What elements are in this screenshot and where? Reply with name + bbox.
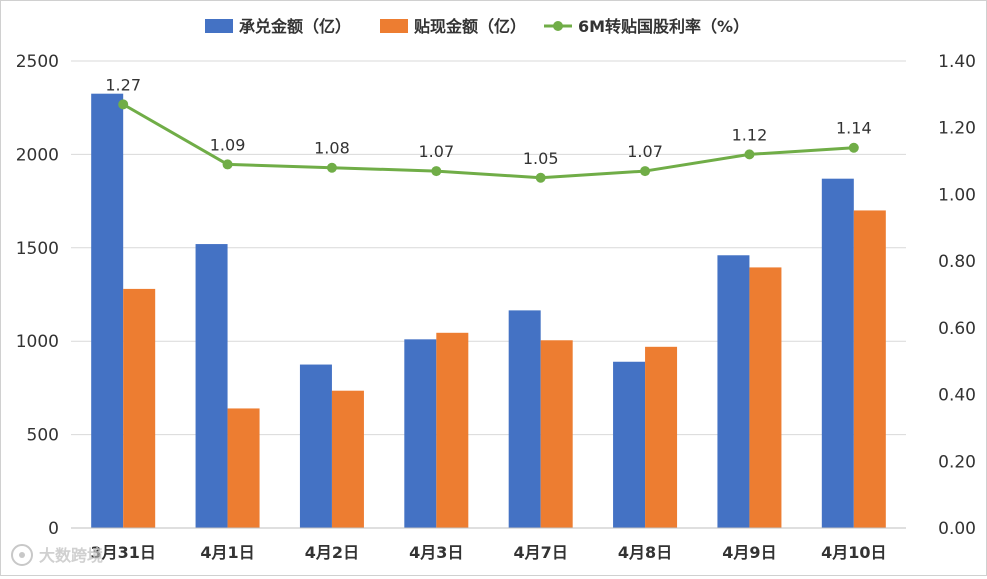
- rate-point: [640, 166, 651, 177]
- rate-data-label: 1.12: [732, 125, 768, 144]
- bar-acceptance: [821, 178, 854, 528]
- y-right-tick-label: 1.20: [938, 119, 976, 139]
- y-right-tick-label: 0.40: [938, 386, 976, 406]
- legend-label: 贴现金额（亿）: [414, 17, 526, 36]
- rate-data-label: 1.09: [210, 135, 246, 154]
- rate-line: 1.27 1.09 1.08 1.07 1.05 1.07 1.12 1.14: [105, 75, 872, 183]
- bar-acceptance: [299, 364, 332, 528]
- bars: [91, 93, 886, 528]
- y-right-tick-label: 0.60: [938, 319, 976, 339]
- y-right-tick-label: 0.20: [938, 452, 976, 472]
- x-tick-label: 4月10日: [821, 543, 886, 562]
- bar-discount: [540, 340, 573, 528]
- rate-line-path: [122, 103, 854, 180]
- legend-swatch: [380, 19, 408, 33]
- bar-discount: [853, 210, 886, 528]
- y-right-tick-label: 1.00: [938, 185, 976, 205]
- bar-discount: [436, 332, 469, 528]
- bar-discount: [331, 390, 364, 528]
- rate-data-label: 1.05: [523, 149, 559, 168]
- x-tick-label: 4月8日: [618, 543, 672, 562]
- rate-point: [848, 142, 859, 153]
- y-right-tick-label: 0.80: [938, 252, 976, 272]
- rate-data-label: 1.14: [836, 119, 872, 138]
- bar-discount: [749, 267, 782, 528]
- rate-data-label: 1.08: [314, 139, 350, 158]
- legend-label: 承兑金额（亿）: [239, 17, 351, 36]
- x-tick-label: 4月9日: [722, 543, 776, 562]
- y-right-tick-label: 0.00: [938, 519, 976, 539]
- watermark-logo-icon: [11, 544, 33, 566]
- bar-acceptance: [717, 255, 750, 528]
- watermark-text: 大数跨境: [39, 546, 103, 565]
- legend-swatch-marker: [553, 21, 563, 31]
- y-right-tick-label: 1.40: [938, 52, 976, 72]
- bar-acceptance: [91, 93, 124, 528]
- bar-acceptance: [195, 244, 228, 528]
- legend-label: 6M转贴国股利率（%）: [578, 17, 749, 36]
- y-left-tick-label: 1000: [16, 332, 59, 352]
- watermark-logo-dot: [19, 552, 25, 558]
- x-tick-label: 4月7日: [514, 543, 568, 562]
- legend: 承兑金额（亿） 贴现金额（亿） 6M转贴国股利率（%）: [205, 17, 749, 36]
- rate-point: [744, 149, 755, 160]
- bar-discount: [123, 288, 156, 528]
- rate-point: [431, 166, 442, 177]
- y-left-tick-label: 2000: [16, 145, 59, 165]
- x-tick-label: 4月3日: [409, 543, 463, 562]
- watermark: 大数跨境: [11, 544, 103, 566]
- y-left-tick-label: 500: [27, 426, 59, 446]
- rate-data-label: 1.07: [627, 142, 663, 161]
- x-tick-label: 3月31日: [90, 543, 155, 562]
- bar-acceptance: [404, 339, 437, 528]
- x-tick-label: 4月1日: [200, 543, 254, 562]
- bar-discount: [227, 408, 260, 528]
- bar-acceptance: [508, 310, 541, 528]
- rate-point: [326, 162, 337, 173]
- y-left-tick-label: 2500: [16, 52, 59, 72]
- legend-swatch: [205, 19, 233, 33]
- axes: 0 500 1000 1500 2000 2500 0.00 0.20 0.40 0.60 0.80…: [16, 52, 976, 562]
- rate-data-label: 1.07: [419, 142, 455, 161]
- rate-point: [535, 172, 546, 183]
- x-tick-label: 4月2日: [305, 543, 359, 562]
- bar-acceptance: [613, 361, 646, 528]
- rate-point: [222, 159, 233, 170]
- y-left-tick-label: 1500: [16, 239, 59, 259]
- bar-discount: [645, 346, 678, 528]
- rate-data-label: 1.27: [105, 75, 141, 94]
- y-left-tick-label: 0: [48, 519, 59, 539]
- rate-point: [118, 99, 129, 110]
